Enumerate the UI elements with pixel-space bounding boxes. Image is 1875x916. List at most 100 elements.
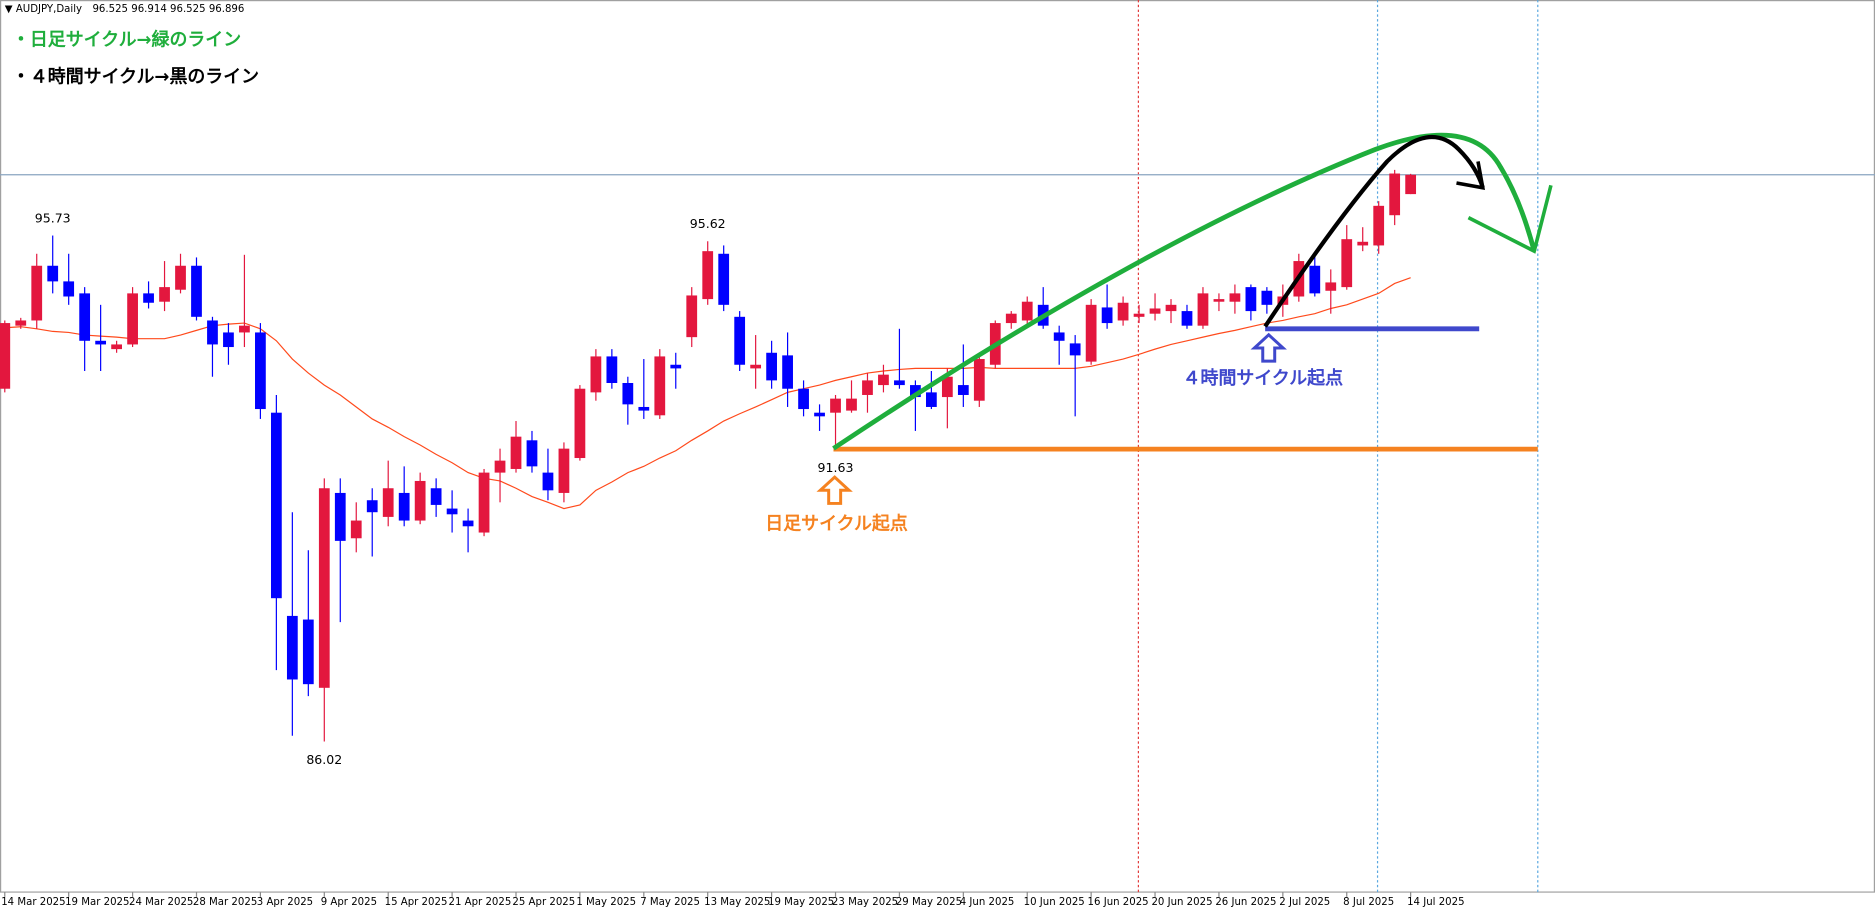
candle-body: [398, 492, 410, 521]
price-label: 95.73: [35, 210, 71, 225]
legend-daily: ・日足サイクル→緑のライン: [12, 28, 241, 50]
candle-body: [478, 472, 490, 533]
candle-body: [1245, 287, 1257, 312]
x-tick-label: 13 May 2025: [704, 897, 770, 908]
candle-body: [127, 293, 138, 345]
candle-body: [622, 382, 634, 405]
header: ▼ AUDJPY,Daily 96.525 96.914 96.525 96.8…: [5, 4, 245, 15]
x-tick-label: 4 Jun 2025: [960, 897, 1015, 908]
candle-body: [798, 388, 809, 410]
candle-body: [1117, 302, 1129, 321]
candle-body: [1389, 173, 1401, 216]
candle-body: [270, 412, 282, 599]
candle-body: [814, 412, 825, 417]
candle-body: [702, 251, 714, 300]
candle-body: [1005, 313, 1017, 324]
legend-4h: ・４時間サイクル→黒のライン: [12, 67, 259, 88]
price-label: 86.02: [306, 752, 342, 767]
candle-body: [925, 392, 937, 407]
daily-cycle-curve: [832, 132, 1537, 451]
candle-body: [0, 323, 11, 389]
x-tick-label: 20 Jun 2025: [1151, 897, 1212, 908]
moving-average: [4, 277, 1411, 510]
candle-body: [510, 436, 522, 469]
candle-body: [462, 520, 474, 527]
start-4h-label: ４時間サイクル起点: [1183, 367, 1343, 389]
candle-body: [1357, 241, 1369, 246]
candle-body: [782, 355, 793, 389]
price-label: 95.62: [690, 216, 726, 231]
plot-frame: [0, 0, 1875, 893]
daily-cycle-arrowhead: [1467, 184, 1553, 254]
4h-cycle-curve: [1263, 134, 1485, 328]
candle-body: [941, 376, 953, 398]
x-tick-label: 10 Jun 2025: [1024, 897, 1085, 908]
candle-body: [1405, 174, 1417, 195]
candle-body: [494, 460, 506, 473]
candle-body: [350, 520, 362, 539]
candle-body: [302, 619, 314, 685]
x-tick-label: 15 Apr 2025: [385, 897, 448, 908]
candle-body: [79, 293, 91, 341]
header-open: 96.525: [92, 4, 128, 15]
candle-body: [1213, 299, 1225, 302]
candle-body: [1085, 304, 1097, 362]
candle-body: [686, 295, 698, 338]
candle-body: [670, 364, 682, 369]
price-label: 91.63: [818, 460, 854, 475]
x-tick-label: 19 Mar 2025: [65, 897, 129, 908]
candle-body: [159, 287, 170, 302]
4h-cycle-arrowhead: [1456, 161, 1486, 190]
candle-body: [207, 320, 218, 345]
candle-body: [846, 398, 857, 411]
x-tick-label: 24 Mar 2025: [129, 897, 193, 908]
candle-body: [750, 364, 762, 369]
candle-body: [957, 385, 969, 395]
candle-body: [638, 406, 650, 411]
candle-body: [590, 356, 602, 393]
x-tick-label: 21 Apr 2025: [449, 897, 512, 908]
x-tick-label: 1 May 2025: [576, 897, 636, 908]
candle-body: [910, 385, 921, 398]
x-tick-label: 7 May 2025: [640, 897, 700, 908]
x-tick-label: 9 Apr 2025: [321, 897, 377, 908]
candle-body: [414, 480, 426, 521]
candle-body: [558, 448, 570, 493]
candle-body: [862, 380, 873, 395]
candle-body: [286, 615, 298, 680]
x-tick-label: 26 Jun 2025: [1215, 897, 1276, 908]
candle-body: [47, 265, 59, 282]
header-close: 96.896: [209, 4, 245, 15]
symbol: AUDJPY,Daily: [16, 4, 82, 15]
candle-body: [1133, 313, 1145, 317]
candle-body: [430, 488, 442, 505]
candle-body: [1021, 301, 1033, 321]
candle-body: [111, 344, 122, 350]
marks: 14 Mar 2025 19 Mar 2025 24 Mar 2025 28 Mar …: [0, 169, 1875, 908]
candle-body: [1181, 311, 1193, 326]
candle-body: [143, 293, 154, 303]
x-tick-label: 28 Mar 2025: [193, 897, 257, 908]
candle-body: [239, 325, 250, 333]
candle-body: [894, 380, 905, 386]
header-low: 96.525: [170, 4, 206, 15]
candle-body: [1069, 343, 1081, 356]
candle-body: [1149, 308, 1161, 314]
x-tick-label: 25 Apr 2025: [512, 897, 575, 908]
candle-body: [382, 488, 394, 517]
candle-body: [366, 500, 378, 513]
candle-body: [878, 374, 889, 386]
candle-body: [223, 332, 234, 348]
candle-body: [973, 359, 985, 401]
candle-body: [830, 398, 841, 413]
candle-body: [31, 265, 43, 321]
candle-body: [1053, 332, 1065, 341]
candle-body: [1197, 293, 1209, 326]
candle-body: [255, 332, 266, 410]
x-tick-label: 3 Apr 2025: [257, 897, 313, 908]
candle-body: [1341, 239, 1353, 288]
candle-body: [526, 440, 538, 467]
x-tick-label: 2 Jul 2025: [1279, 897, 1330, 908]
candle-body: [766, 352, 778, 381]
